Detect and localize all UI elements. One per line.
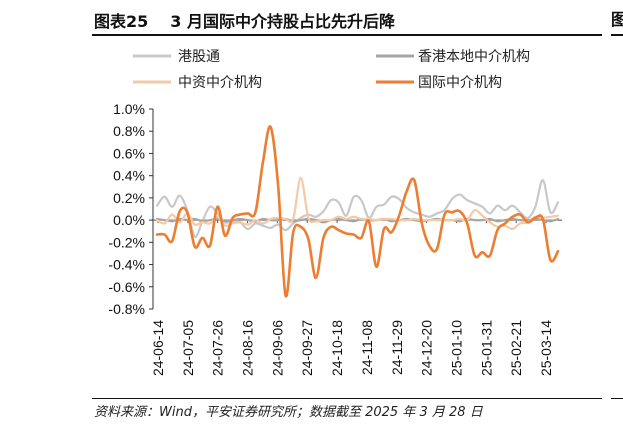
figure-label: 图表25 <box>94 12 149 31</box>
series-line-china-intermediary <box>155 176 560 231</box>
x-tick-label: 24-11-29 <box>389 320 405 375</box>
x-tick-label: 24-09-27 <box>299 320 315 376</box>
x-tick-label: 25-01-31 <box>478 320 494 376</box>
adjacent-figure-rule <box>611 34 623 36</box>
y-tick-label: 0.6% <box>113 145 145 161</box>
y-tick-label: -0.4% <box>108 257 145 273</box>
legend-label-3: 中资中介机构 <box>178 75 262 91</box>
x-tick-label: 24-08-16 <box>240 320 256 376</box>
y-tick-label: 0.0% <box>113 212 145 228</box>
x-tick-label: 24-07-26 <box>210 320 226 376</box>
series-group <box>155 125 560 298</box>
x-tick-label: 24-12-20 <box>419 320 435 376</box>
x-tick-label: 25-03-14 <box>538 320 554 376</box>
x-axis: 24-06-14 24-07-05 24-07-26 24-08-16 24-09-06… <box>150 219 562 376</box>
x-tick-label: 25-01-10 <box>448 320 464 376</box>
y-tick-label: -0.8% <box>108 301 145 317</box>
source-rule <box>92 398 602 399</box>
x-tick-label: 25-02-21 <box>508 320 524 376</box>
y-axis: -0.8% -0.6% -0.4% -0.2% 0.0% 0.2% 0.4% 0.6% 0.8%… <box>108 101 154 317</box>
y-tick-label: -0.6% <box>108 279 145 295</box>
legend-label-4: 国际中介机构 <box>418 75 502 91</box>
x-tick-label: 24-09-06 <box>269 320 285 376</box>
y-tick-label: 0.8% <box>113 123 145 139</box>
adjacent-source-rule <box>611 398 623 399</box>
adjacent-figure-stub: 图 <box>611 10 623 29</box>
series-line-hk-local <box>155 217 560 224</box>
y-tick-label: 1.0% <box>113 101 145 117</box>
figure-title-text: 3 月国际中介持股占比先升后降 <box>170 12 395 31</box>
legend-label-1: 港股通 <box>178 49 220 65</box>
x-tick-label: 24-06-14 <box>150 320 166 376</box>
x-tick-label: 24-11-08 <box>359 320 375 375</box>
x-tick-label: 24-10-18 <box>329 320 345 376</box>
figure-title: 图表25 3 月国际中介持股占比先升后降 <box>94 6 599 34</box>
series-line-intl-intermediary <box>155 125 560 298</box>
source-note: 资料来源：Wind，平安证券研究所；数据截至 2025 年 3 月 28 日 <box>94 405 483 420</box>
legend-label-2: 香港本地中介机构 <box>418 49 530 65</box>
y-tick-label: 0.4% <box>113 168 145 184</box>
y-tick-label: 0.2% <box>113 190 145 206</box>
title-rule <box>92 34 602 36</box>
y-tick-label: -0.2% <box>108 234 145 250</box>
x-tick-label: 24-07-05 <box>180 320 196 376</box>
